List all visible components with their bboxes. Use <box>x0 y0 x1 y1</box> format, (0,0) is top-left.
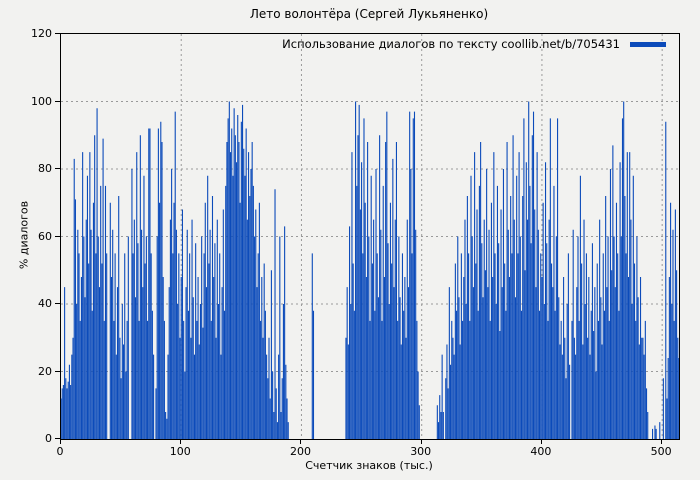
x-axis-label: Счетчик знаков (тыс.) <box>305 459 433 472</box>
y-tick-mark <box>55 100 60 102</box>
bars-plot <box>61 34 679 439</box>
legend-label: Использование диалогов по тексту coollib… <box>282 37 620 51</box>
y-tick-label: 100 <box>31 94 52 108</box>
legend-swatch <box>630 42 666 47</box>
y-tick-mark <box>55 370 60 372</box>
bars-series <box>61 101 679 439</box>
x-tick-mark <box>60 439 61 444</box>
y-tick-mark <box>55 235 60 237</box>
x-tick-label: 400 <box>530 445 552 458</box>
x-tick-label: 200 <box>289 445 311 458</box>
chart-title: Лето волонтёра (Сергей Лукьяненко) <box>249 7 489 21</box>
y-tick-label: 40 <box>38 297 52 310</box>
plot-area: Использование диалогов по тексту coollib… <box>60 33 680 440</box>
y-tick-label: 60 <box>38 229 52 243</box>
x-tick-label: 300 <box>410 445 432 458</box>
y-tick-label: 0 <box>45 432 52 445</box>
y-tick-label: 80 <box>38 162 52 175</box>
x-tick-mark <box>661 439 663 444</box>
y-tick-label: 120 <box>31 27 52 40</box>
x-tick-label: 0 <box>56 445 64 458</box>
y-tick-mark <box>55 303 60 304</box>
y-tick-mark <box>55 438 60 439</box>
x-tick-label: 100 <box>169 445 191 458</box>
x-tick-mark <box>300 439 302 444</box>
y-tick-label: 20 <box>38 364 52 378</box>
x-tick-mark <box>540 439 542 444</box>
y-tick-mark <box>55 33 60 34</box>
x-tick-mark <box>180 439 182 444</box>
x-tick-mark <box>420 439 422 444</box>
legend: Использование диалогов по тексту coollib… <box>282 37 666 52</box>
x-tick-label: 500 <box>650 445 672 458</box>
y-tick-mark <box>55 168 60 169</box>
